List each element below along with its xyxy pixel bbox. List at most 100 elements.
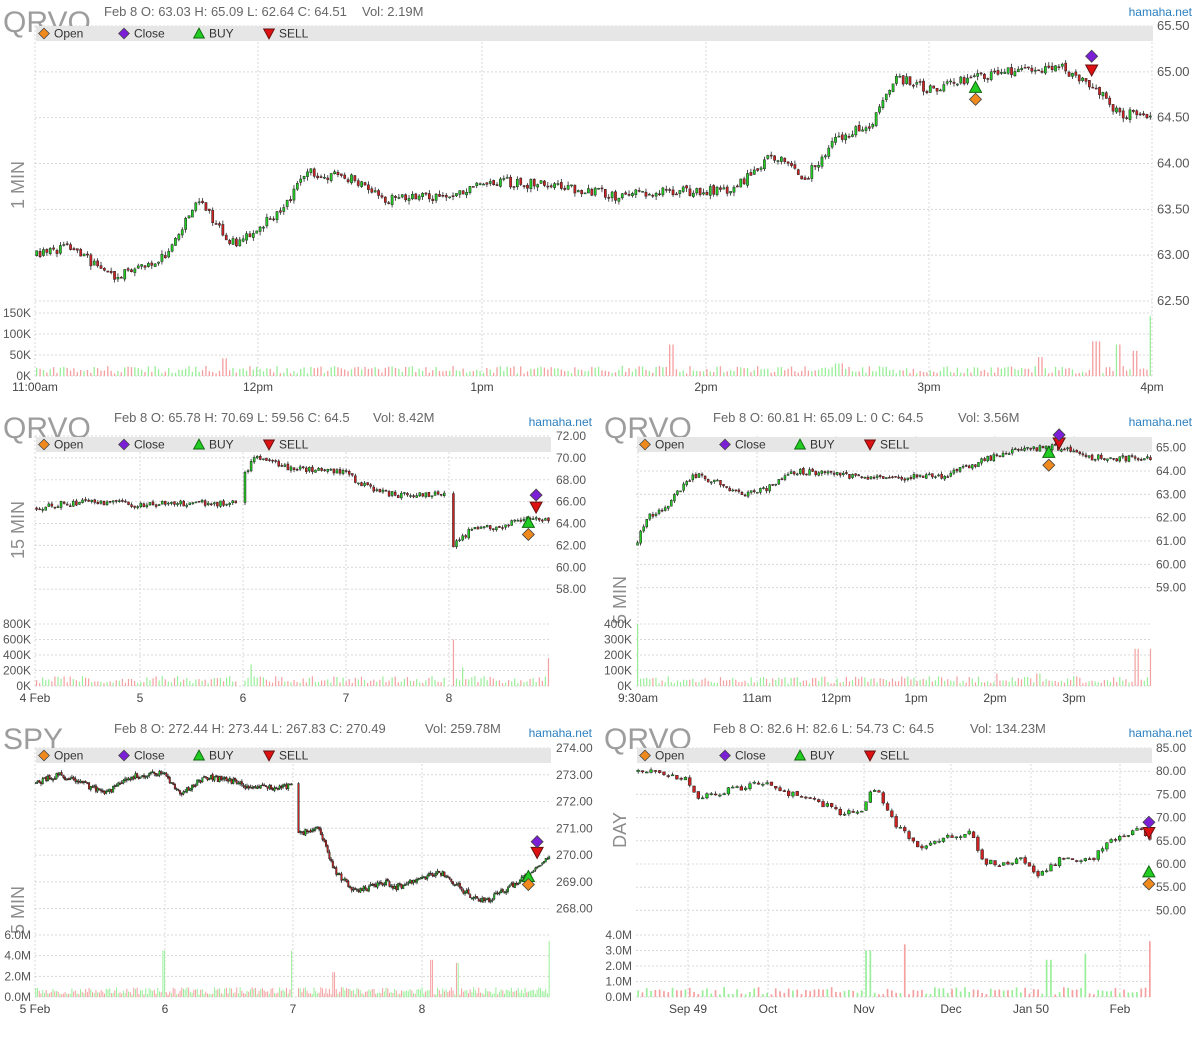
brand-link[interactable]: hamaha.net bbox=[1129, 5, 1193, 19]
candle-body bbox=[793, 164, 797, 169]
volume-bar bbox=[998, 989, 1001, 997]
candle-body bbox=[160, 771, 163, 774]
candle-body bbox=[56, 506, 60, 509]
candle-body bbox=[996, 70, 1000, 75]
candle-body bbox=[285, 199, 289, 207]
candle-body bbox=[1124, 455, 1128, 462]
volume-bar bbox=[447, 992, 449, 997]
candle-body bbox=[976, 836, 980, 851]
volume-bar bbox=[953, 681, 955, 686]
candle-body bbox=[64, 777, 67, 780]
legend-label-open: Open bbox=[54, 749, 83, 763]
candle-body bbox=[249, 786, 252, 789]
volume-bar bbox=[392, 992, 394, 997]
brand-link[interactable]: hamaha.net bbox=[1129, 726, 1193, 740]
candle-body bbox=[834, 807, 838, 810]
volume-bar bbox=[736, 989, 738, 997]
volume-bar bbox=[383, 991, 385, 997]
volume-bar bbox=[509, 991, 511, 997]
brand-link[interactable]: hamaha.net bbox=[1129, 415, 1193, 429]
volume-bar bbox=[882, 678, 884, 686]
candle-body bbox=[489, 900, 492, 902]
volume-bar bbox=[474, 676, 476, 686]
candle-body bbox=[314, 827, 317, 830]
candle-body bbox=[148, 773, 151, 776]
volume-bar bbox=[830, 683, 832, 686]
candle-body bbox=[379, 881, 382, 884]
volume-bar bbox=[330, 367, 332, 376]
volume-bar bbox=[105, 988, 107, 997]
volume-bar bbox=[409, 680, 412, 686]
candle-body bbox=[384, 490, 388, 492]
volume-bar bbox=[750, 372, 752, 376]
candle-body bbox=[58, 772, 61, 776]
volume-bar bbox=[522, 993, 524, 997]
candle-body bbox=[360, 482, 363, 487]
volume-bar bbox=[1136, 991, 1138, 997]
candle-body bbox=[813, 165, 817, 168]
candle-body bbox=[1104, 92, 1108, 99]
volume-bar bbox=[682, 370, 684, 376]
volume-bar bbox=[984, 682, 986, 686]
volume-bar bbox=[225, 987, 227, 997]
candle-body bbox=[304, 828, 307, 836]
volume-bar bbox=[597, 366, 600, 376]
candle-body bbox=[53, 778, 56, 780]
candle-body bbox=[512, 186, 516, 188]
legend-open bbox=[639, 438, 651, 451]
candle-body bbox=[1026, 446, 1029, 449]
candle-body bbox=[1023, 67, 1027, 69]
candle-body bbox=[366, 888, 369, 892]
candle-body bbox=[364, 886, 367, 890]
volume-bar bbox=[1068, 367, 1070, 376]
candle-body bbox=[1101, 92, 1105, 97]
candle-body bbox=[513, 519, 516, 522]
candle-body bbox=[150, 262, 154, 266]
candle-body bbox=[390, 885, 393, 888]
volume-bar bbox=[696, 370, 698, 376]
candle-body bbox=[719, 187, 722, 190]
brand-link[interactable]: hamaha.net bbox=[529, 415, 593, 429]
candle-body bbox=[311, 466, 314, 473]
candle-body bbox=[845, 472, 848, 474]
volume-bar bbox=[222, 681, 225, 686]
volume-bar bbox=[212, 993, 214, 997]
volume-bar bbox=[661, 680, 663, 686]
volume-bar bbox=[110, 370, 112, 376]
volume-bar bbox=[723, 987, 725, 997]
candle-body bbox=[637, 190, 641, 192]
volume-bar bbox=[157, 987, 159, 997]
volume-bar bbox=[638, 366, 640, 376]
candle-body bbox=[834, 136, 837, 143]
volume-bar bbox=[375, 993, 377, 997]
volume-bar bbox=[317, 681, 320, 686]
volume-bar bbox=[493, 993, 495, 997]
candle-body bbox=[299, 178, 303, 183]
volume-bar bbox=[253, 988, 255, 997]
volume-bar bbox=[560, 369, 563, 376]
candle-body bbox=[1092, 857, 1096, 861]
candle-body bbox=[631, 193, 634, 196]
volume-bar bbox=[146, 993, 148, 997]
volume-bar bbox=[205, 365, 207, 376]
volume-bar bbox=[316, 993, 318, 997]
trade-marker-open bbox=[968, 92, 983, 106]
candle-body bbox=[372, 486, 375, 492]
open-marker bbox=[38, 27, 50, 40]
volume-bar bbox=[1098, 341, 1101, 376]
volume-bar bbox=[821, 367, 823, 376]
candle-body bbox=[285, 784, 288, 789]
brand-link[interactable]: hamaha.net bbox=[529, 726, 593, 740]
volume-bar bbox=[181, 370, 183, 376]
candle-body bbox=[136, 506, 139, 509]
volume-bar bbox=[716, 682, 718, 686]
candle-body bbox=[835, 472, 839, 475]
candle-body bbox=[72, 776, 75, 780]
candle-body bbox=[915, 82, 919, 85]
candle-body bbox=[884, 93, 888, 100]
volume-bar bbox=[213, 987, 215, 997]
volume-bar bbox=[189, 680, 191, 686]
candle-body bbox=[302, 831, 305, 835]
volume-bar bbox=[704, 678, 706, 686]
